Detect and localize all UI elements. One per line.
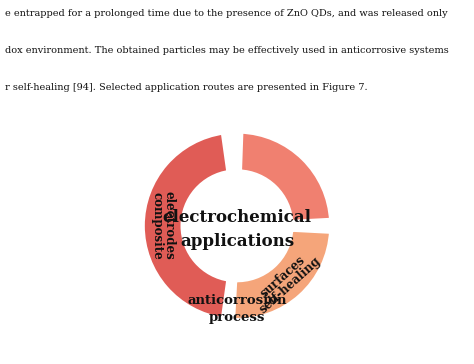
Text: electrodes: electrodes bbox=[163, 191, 175, 260]
Text: r self-healing [94]. Selected application routes are presented in Figure 7.: r self-healing [94]. Selected applicatio… bbox=[5, 83, 367, 92]
Text: process: process bbox=[209, 311, 265, 324]
Text: e entrapped for a prolonged time due to the presence of ZnO QDs, and was release: e entrapped for a prolonged time due to … bbox=[5, 9, 447, 18]
Wedge shape bbox=[232, 229, 332, 321]
Text: anticorrosion: anticorrosion bbox=[187, 294, 287, 306]
Wedge shape bbox=[142, 131, 229, 320]
Text: applications: applications bbox=[180, 233, 294, 250]
Wedge shape bbox=[239, 131, 332, 223]
Text: surfaces: surfaces bbox=[258, 253, 308, 300]
Text: composite: composite bbox=[151, 192, 164, 260]
Text: self-healing: self-healing bbox=[257, 254, 323, 316]
Text: dox environment. The obtained particles may be effectively used in anticorrosive: dox environment. The obtained particles … bbox=[5, 46, 448, 55]
Text: electrochemical: electrochemical bbox=[163, 209, 311, 226]
